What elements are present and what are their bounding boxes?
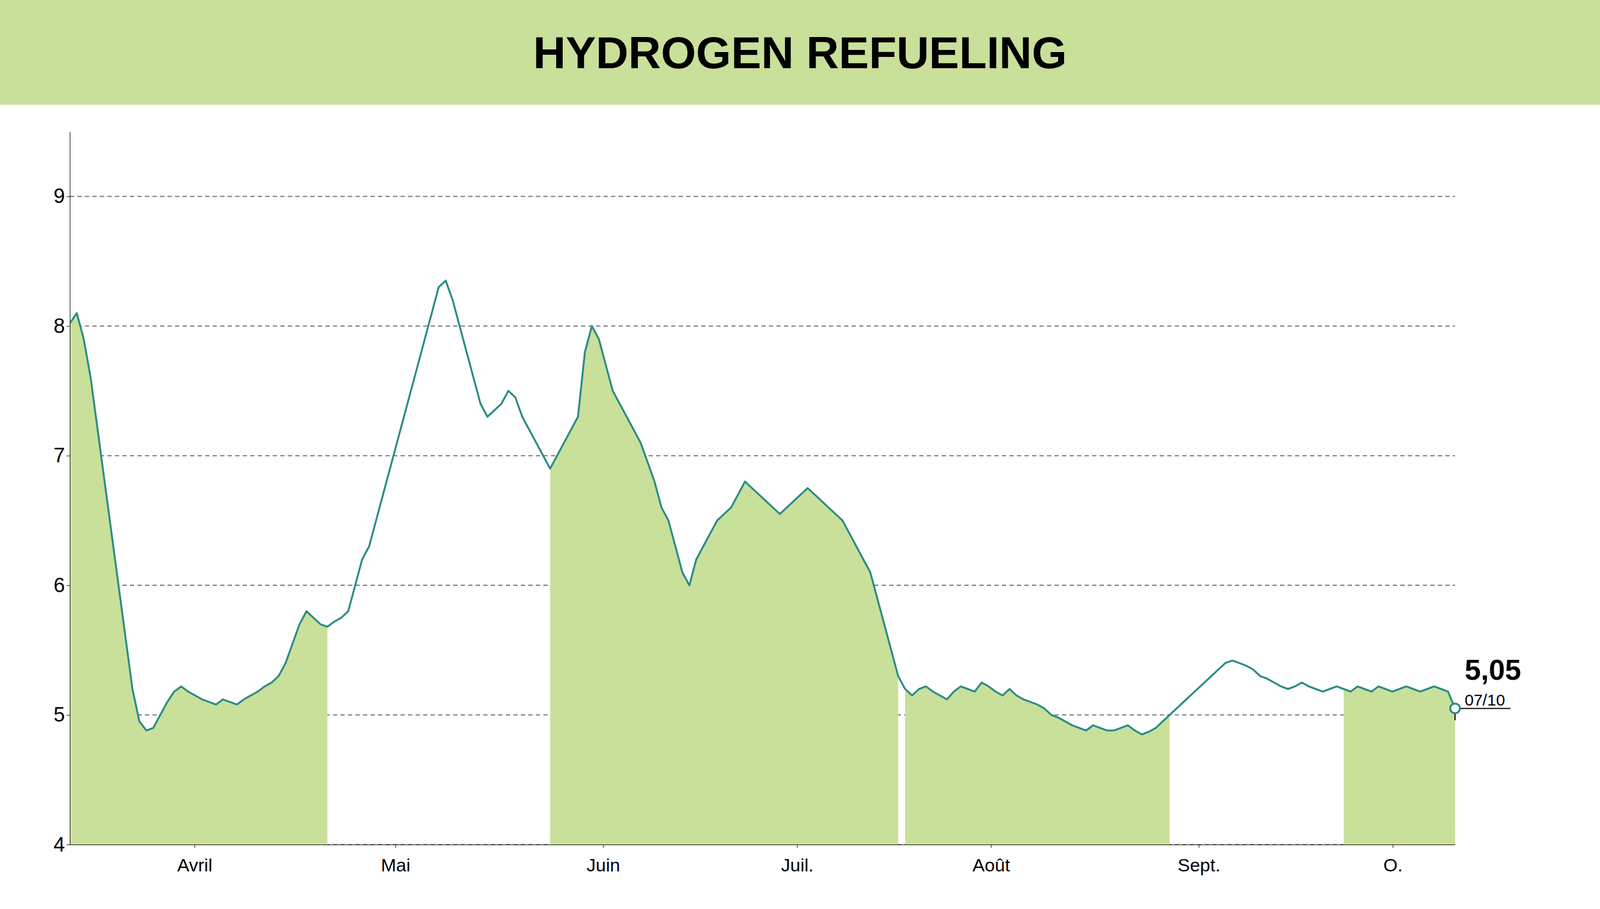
y-tick: 8 bbox=[53, 314, 70, 338]
last-date-label: 07/10 bbox=[1464, 691, 1505, 709]
area bbox=[550, 325, 1456, 845]
y-axis-line bbox=[69, 132, 71, 846]
y-tick-label: 6 bbox=[53, 573, 65, 597]
grid-line bbox=[69, 325, 1456, 327]
y-tick: 9 bbox=[53, 184, 70, 208]
x-tick-mark bbox=[602, 844, 604, 848]
x-tick: Sept. bbox=[1177, 844, 1221, 876]
line bbox=[69, 280, 1456, 735]
x-axis: Avril Mai Juin Juil. Août Sept. O. bbox=[70, 844, 1456, 876]
grid bbox=[69, 196, 1456, 845]
x-tick: Mai bbox=[380, 844, 411, 876]
y-tick-mark bbox=[66, 196, 70, 198]
y-tick-mark bbox=[66, 325, 70, 327]
x-tick: O. bbox=[1383, 844, 1403, 876]
chart: HYDROGEN REFUELING 4 5 6 7 8 9 Avril Mai Juin Juil… bbox=[0, 0, 1600, 909]
x-axis-line bbox=[70, 844, 1456, 846]
grid-line bbox=[69, 455, 1456, 457]
x-tick: Juil. bbox=[781, 844, 814, 876]
x-tick-label: Août bbox=[972, 854, 1010, 876]
x-tick-mark bbox=[1392, 844, 1394, 848]
x-tick: Août bbox=[972, 844, 1010, 876]
y-tick: 5 bbox=[53, 703, 70, 726]
y-tick: 7 bbox=[53, 444, 70, 467]
y-tick-label: 7 bbox=[53, 444, 65, 467]
y-tick-mark bbox=[66, 844, 70, 846]
y-axis: 4 5 6 7 8 9 bbox=[53, 132, 71, 856]
x-tick-mark bbox=[991, 844, 992, 848]
title-banner bbox=[0, 0, 1600, 105]
x-tick-label: O. bbox=[1383, 854, 1403, 876]
x-tick-label: Sept. bbox=[1177, 854, 1221, 876]
x-tick: Juin bbox=[586, 844, 621, 876]
x-tick-label: Juil. bbox=[781, 854, 814, 876]
annotations: 5,05 07/10 bbox=[1450, 653, 1522, 720]
y-tick-mark bbox=[66, 585, 70, 586]
x-tick-mark bbox=[194, 844, 195, 848]
y-tick-label: 9 bbox=[53, 184, 65, 208]
last-value-label: 5,05 bbox=[1464, 653, 1522, 686]
plot-area bbox=[69, 280, 1456, 845]
grid-line bbox=[69, 195, 1456, 198]
y-tick-label: 4 bbox=[53, 833, 65, 856]
title: HYDROGEN REFUELING bbox=[533, 27, 1067, 78]
x-tick-label: Avril bbox=[177, 854, 213, 876]
y-tick-label: 8 bbox=[53, 314, 65, 338]
y-tick: 4 bbox=[53, 833, 70, 856]
x-tick-label: Mai bbox=[380, 854, 411, 876]
y-tick-mark bbox=[66, 455, 70, 457]
x-tick: Avril bbox=[177, 844, 213, 876]
x-tick-mark bbox=[395, 844, 396, 848]
x-tick-mark bbox=[797, 844, 798, 848]
y-tick: 6 bbox=[53, 573, 70, 597]
y-tick-label: 5 bbox=[53, 703, 65, 726]
y-tick-mark bbox=[66, 715, 70, 716]
x-tick-label: Juin bbox=[586, 854, 621, 876]
x-tick-mark bbox=[1198, 844, 1200, 848]
last-point bbox=[1450, 703, 1460, 714]
